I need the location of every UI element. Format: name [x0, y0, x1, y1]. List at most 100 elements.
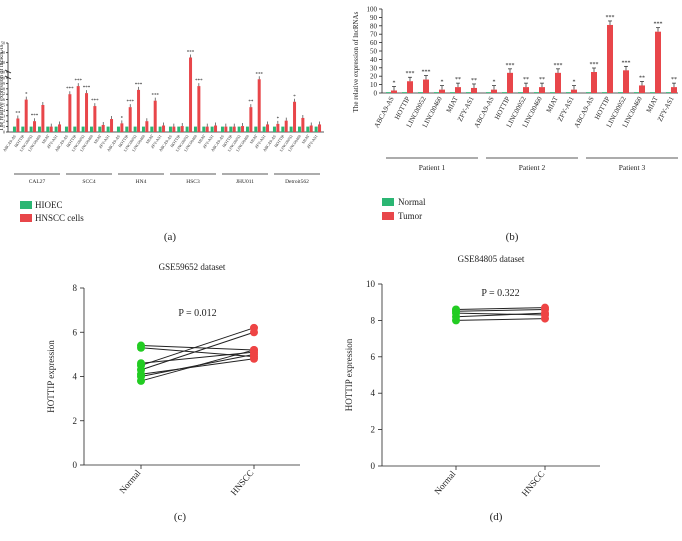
bar-normal [229, 126, 233, 132]
bar-normal [402, 92, 407, 93]
x-tick-label: MIAT [249, 133, 259, 144]
bar-tumor [249, 107, 253, 132]
bar-tumor [571, 89, 577, 93]
bar-tumor [257, 79, 261, 132]
bar-normal [450, 92, 455, 93]
bar-normal [466, 92, 471, 93]
y-tick-label: 0 [73, 460, 78, 470]
pair-line [455, 318, 546, 321]
bar-tumor [301, 117, 305, 132]
significance-mark: *** [83, 86, 91, 91]
significance-mark: *** [135, 83, 143, 88]
bar-tumor [24, 99, 28, 132]
group-label: HSC3 [186, 179, 200, 185]
x-tick-label: ABCA9-AS [473, 95, 496, 129]
bar-normal [314, 126, 318, 132]
significance-mark: *** [187, 51, 195, 56]
significance-mark: * [441, 80, 444, 86]
x-tick-label: MIAT [545, 95, 560, 115]
point-hnscc [250, 328, 258, 337]
panel-a-label: (a) [164, 231, 177, 243]
bar-tumor [224, 126, 228, 132]
bar-normal [289, 126, 293, 132]
significance-mark: *** [654, 22, 663, 28]
significance-mark: ** [639, 75, 645, 81]
y-tick-label: 8 [73, 283, 78, 293]
y-tick-label: 9 [3, 81, 5, 86]
bar-normal [185, 126, 189, 132]
group-label: Patient 2 [519, 163, 546, 172]
bar-normal [418, 92, 423, 93]
p-value-annotation: P = 0.012 [178, 308, 216, 319]
bar-normal [386, 92, 391, 93]
panel-b-label: (b) [506, 231, 519, 243]
y-tick-label: 0 [3, 130, 5, 135]
point-hnscc [541, 314, 549, 323]
point-normal [452, 316, 460, 325]
bar-tumor [455, 87, 461, 93]
chart-title: GSE59652 dataset [159, 262, 226, 272]
bar-normal [534, 92, 539, 93]
pair-line [140, 349, 255, 382]
y-tick-label: 6 [3, 97, 5, 102]
panel-c-chart: GSE59652 dataset 0 2 4 6 8 HOTTIP expression No… [46, 262, 300, 497]
bar-tumor [120, 123, 124, 132]
bar-normal [566, 92, 571, 93]
pair-line [455, 308, 546, 312]
legend-label: HIOEC [35, 200, 63, 210]
significance-mark: ** [539, 77, 545, 83]
pair-line [140, 351, 255, 364]
y-tick-label: 7 [3, 92, 5, 97]
significance-mark: ** [248, 100, 254, 105]
x-tick-label: ABCA9-AS [573, 95, 596, 129]
bar-normal [158, 126, 162, 132]
y-axis-title: The relative expression of lncRNAs [352, 11, 360, 112]
bar-tumor [423, 79, 429, 93]
bar-normal [29, 126, 33, 132]
significance-mark: ** [455, 77, 461, 83]
y-tick-label: 4 [3, 108, 5, 113]
group-label: Patient 3 [619, 163, 646, 172]
y-tick-label: 50 [370, 48, 378, 56]
point-hnscc [250, 345, 258, 354]
x-tick-label: Normal [432, 468, 458, 496]
significance-mark: *** [66, 87, 74, 92]
bar-normal [168, 126, 172, 132]
y-tick-label: 10 [1, 76, 5, 81]
significance-mark: ** [15, 112, 21, 117]
bar-tumor [276, 123, 280, 132]
bar-normal [306, 126, 310, 132]
bar-normal [98, 126, 102, 132]
y-tick-label: 2 [371, 425, 376, 435]
bar-normal [518, 92, 523, 93]
y-tick-label: 40 [1, 50, 5, 55]
bar-tumor [49, 126, 53, 132]
y-tick-label: 8 [3, 86, 5, 91]
x-tick-label: MIAT [93, 133, 103, 144]
group-label: Patient 1 [419, 163, 446, 172]
bar-normal [434, 92, 439, 93]
chart-title: GSE84805 dataset [458, 254, 525, 264]
bar-tumor [284, 120, 288, 132]
bar-normal [220, 126, 224, 132]
significance-mark: ** [471, 78, 477, 84]
bar-normal [586, 92, 591, 93]
group-label: HN4 [136, 179, 147, 185]
x-tick-label: MIAT [197, 133, 207, 144]
bar-tumor [205, 126, 209, 132]
point-normal [137, 376, 145, 385]
y-tick-label: 3 [3, 113, 5, 118]
bar-tumor [153, 100, 157, 132]
bar-normal [634, 92, 639, 93]
bar-normal [602, 92, 607, 93]
significance-mark: ** [523, 77, 529, 83]
legend-swatch-normal [382, 198, 394, 206]
bar-tumor [85, 93, 89, 132]
group-label: SCC4 [82, 179, 95, 185]
y-tick-label: 10 [370, 81, 378, 89]
pair-line [140, 358, 255, 375]
significance-mark: *** [606, 15, 615, 21]
x-tick-label: HNSCC [229, 468, 256, 497]
x-tick-label: MIAT [301, 133, 311, 144]
